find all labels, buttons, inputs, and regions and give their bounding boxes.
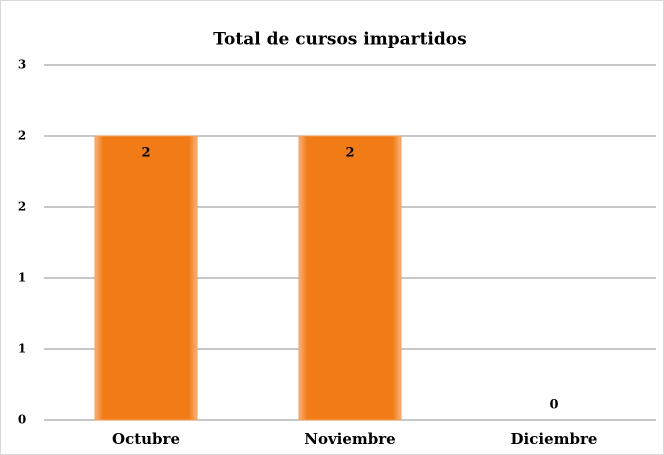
y-tick-label: 1: [18, 342, 26, 356]
x-tick-label: Diciembre: [511, 430, 598, 448]
x-tick-label: Octubre: [112, 430, 180, 448]
y-tick-label: 2: [18, 200, 26, 214]
bar: [298, 135, 402, 421]
bar: [94, 135, 198, 421]
data-label: 0: [549, 398, 558, 413]
chart-title: Total de cursos impartidos: [213, 30, 466, 50]
x-tick-label: Noviembre: [304, 430, 395, 448]
data-label: 2: [141, 146, 150, 161]
y-tick-label: 2: [18, 129, 26, 143]
data-label: 2: [345, 146, 354, 161]
y-tick-label: 1: [18, 271, 26, 285]
y-tick-label: 3: [18, 58, 26, 72]
y-tick-label: 0: [18, 413, 26, 427]
